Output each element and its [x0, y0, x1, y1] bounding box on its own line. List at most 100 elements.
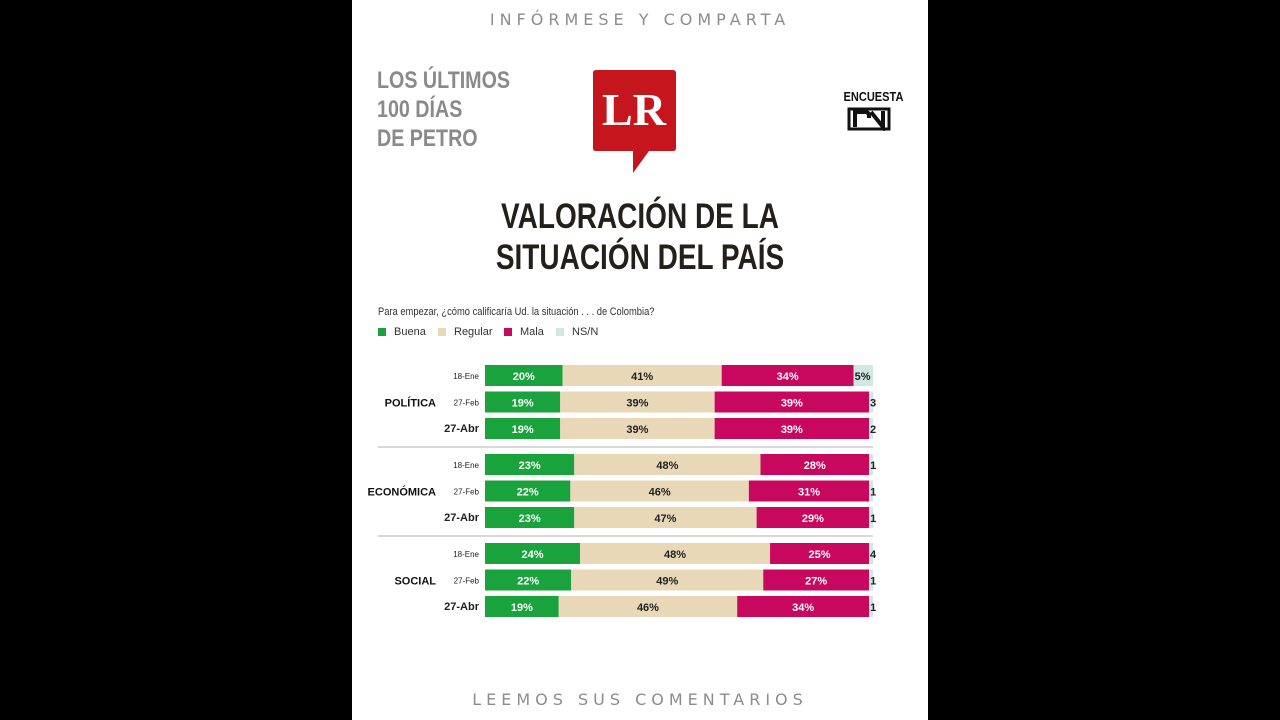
bar-segment-buena [485, 543, 581, 564]
bar-segment-regular [562, 365, 722, 386]
legend-label: Mala [520, 326, 544, 338]
data-label-nsnr: 4 [870, 549, 877, 561]
data-label: 20% [513, 371, 535, 383]
data-label-nsnr: 1 [870, 513, 876, 525]
bar-segment-mala [756, 507, 870, 528]
series-title: LOS ÚLTIMOS 100 DÍAS DE PETRO [377, 66, 510, 153]
data-label: 41% [631, 371, 653, 383]
data-label-nsnr: 1 [870, 602, 876, 614]
bar-segment-regular [558, 596, 738, 617]
legend-item-nsnr: NS/NR [556, 326, 598, 338]
data-label: 22% [517, 487, 539, 499]
group-label: SOCIAL [394, 576, 436, 588]
bar-segment-nsnr [869, 543, 873, 564]
data-label: 49% [656, 576, 678, 588]
data-label-nsnr: 1 [870, 460, 876, 472]
survey-label: ENCUESTA [843, 89, 904, 104]
series-title-line: LOS ÚLTIMOS [377, 67, 511, 94]
data-label: 39% [626, 398, 648, 410]
row-date-label: 27-Abr [444, 512, 480, 524]
bar-segment-mala [760, 454, 870, 475]
bar-segment-buena [485, 365, 563, 386]
data-label: 25% [809, 549, 831, 561]
row-date-label: 27-Feb [454, 577, 480, 586]
data-label: 19% [511, 602, 533, 614]
legend-item-mala: Mala [504, 326, 544, 338]
bar-segment-buena [485, 480, 571, 502]
bar-segment-nsnr [869, 418, 873, 439]
legend-swatch-regular [438, 328, 446, 336]
row-date-label: 18-Ene [453, 372, 479, 381]
bar-segment-mala [763, 569, 870, 591]
lr-logo-text: LR [602, 84, 667, 135]
data-label: 23% [519, 513, 541, 525]
bar-segment-buena [485, 391, 561, 413]
chart-title: VALORACIÓN DE LA SITUACIÓN DEL PAÍS [352, 196, 928, 278]
group-label: ECONÓMICA [368, 486, 437, 499]
row-date-label: 27-Abr [444, 601, 480, 613]
data-label: 29% [802, 513, 824, 525]
lr-logo-speech-bubble [593, 70, 676, 173]
series-title-line: DE PETRO [377, 125, 478, 152]
data-label: 24% [521, 549, 543, 561]
data-label: 47% [654, 513, 676, 525]
data-label: 28% [804, 460, 826, 472]
bar-segment-mala [714, 391, 870, 413]
bar-segment-buena [485, 454, 575, 475]
rcn-logo-icon [847, 107, 891, 131]
legend-label: Regular [454, 326, 493, 338]
data-label-nsnr: 3 [870, 398, 876, 410]
row-date-label: 18-Ene [453, 461, 479, 470]
data-label: 34% [792, 602, 814, 614]
row-date-label: 27-Feb [454, 399, 480, 408]
data-label: 39% [626, 424, 648, 436]
survey-badge: ENCUESTA [839, 89, 904, 131]
data-label-nsnr: 2 [870, 424, 876, 436]
bar-segment-nsnr [869, 596, 873, 617]
bar-segment-regular [574, 454, 761, 475]
bar-segment-regular [560, 391, 715, 413]
data-label: 46% [649, 487, 671, 499]
row-date-label: 27-Feb [454, 488, 480, 497]
data-label-nsnr: 5% [855, 371, 871, 383]
legend-swatch-mala [504, 328, 512, 336]
bar-segment-buena [485, 569, 572, 591]
data-label: 19% [512, 424, 534, 436]
bar-segment-mala [748, 480, 870, 502]
data-label: 31% [798, 487, 820, 499]
legend-swatch-nsnr [556, 328, 564, 336]
bar-segment-buena [485, 418, 561, 439]
bar-segment-nsnr [869, 454, 873, 475]
data-label: 27% [805, 576, 827, 588]
bar-segment-buena [485, 507, 575, 528]
bar-segment-regular [560, 418, 715, 439]
bar-segment-regular [580, 543, 771, 564]
lr-logo: LR [593, 70, 676, 173]
bar-segment-buena [485, 596, 559, 617]
bar-segment-nsnr [853, 365, 873, 386]
bar-segment-nsnr [869, 391, 873, 413]
bar-segment-mala [770, 543, 870, 564]
bar-segment-regular [570, 480, 749, 502]
legend: Buena Regular Mala NS/NR [378, 326, 598, 340]
bottom-tagline: LEEMOS SUS COMENTARIOS [472, 690, 808, 709]
data-label-nsnr: 1 [870, 487, 876, 499]
data-label: 46% [637, 602, 659, 614]
group-label: POLÍTICA [385, 397, 436, 410]
bar-segment-regular [571, 569, 764, 591]
bar-segment-mala [721, 365, 854, 386]
data-label: 39% [781, 424, 803, 436]
row-date-label: 27-Abr [444, 423, 480, 435]
chart-title-line: SITUACIÓN DEL PAÍS [495, 238, 785, 277]
row-date-label: 18-Ene [453, 550, 479, 559]
top-tagline: INFÓRMESE Y COMPARTA [489, 10, 791, 29]
stacked-bar-chart: 20% 41% 34% 5% 18-Ene 19% 39% 39% 3 27-Feb 19% 39% 3… [368, 365, 877, 617]
legend-label: NS/NR [572, 326, 598, 338]
data-label: 39% [781, 398, 803, 410]
data-label: 19% [512, 398, 534, 410]
survey-question: Para empezar, ¿cómo calificaría Ud. la s… [378, 306, 655, 318]
legend-swatch-buena [378, 328, 386, 336]
legend-label: Buena [394, 326, 426, 338]
infographic-card: INFÓRMESE Y COMPARTA LOS ÚLTIMOS 100 DÍA… [352, 0, 928, 720]
data-label: 22% [517, 576, 539, 588]
